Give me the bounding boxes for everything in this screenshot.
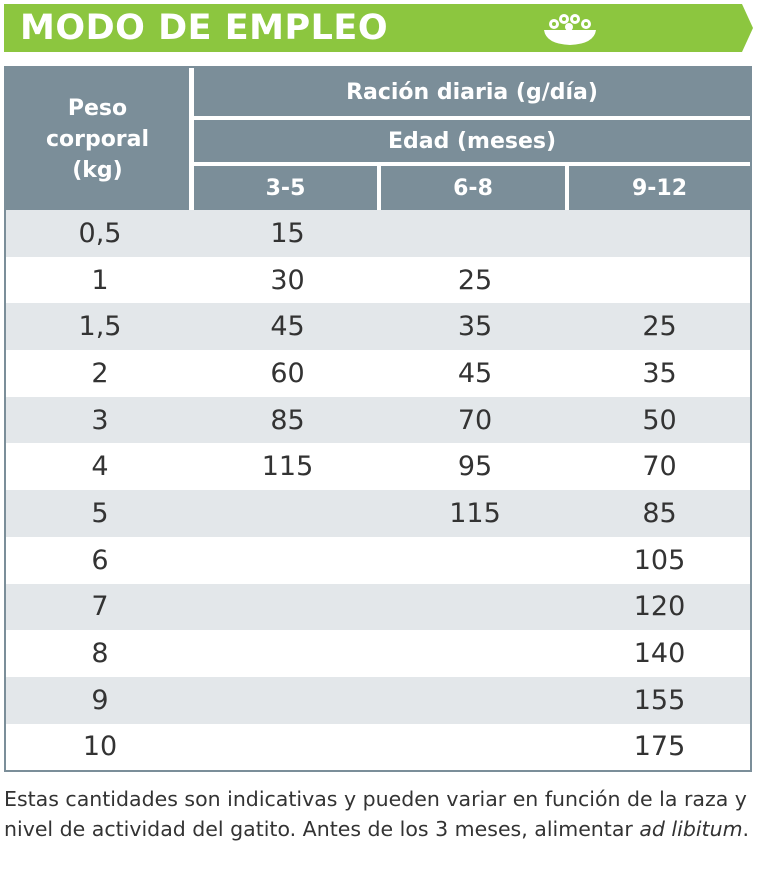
table-row: 6 105 xyxy=(6,537,750,584)
ration-header: Ración diaria (g/día) xyxy=(194,68,750,116)
ration-cell: 45 xyxy=(270,311,305,343)
weight-cell: 1,5 xyxy=(78,311,122,343)
ration-cell: 85 xyxy=(642,497,677,529)
weight-header-line: corporal xyxy=(45,126,150,152)
age-header: Edad (meses) xyxy=(194,120,750,162)
weight-cell: 9 xyxy=(91,684,109,716)
ration-cell: 15 xyxy=(270,217,305,249)
ration-cell: 45 xyxy=(457,357,493,389)
ration-cell xyxy=(381,630,569,677)
age-column-header: 3-5 xyxy=(194,166,377,210)
ration-cell xyxy=(381,210,569,257)
ration-cell: 60 xyxy=(270,357,305,389)
ration-cell xyxy=(194,677,381,724)
ration-cell: 115 xyxy=(449,497,501,529)
ration-cell: 30 xyxy=(270,264,305,296)
table-row: 2 60 45 35 xyxy=(6,350,750,397)
ration-cell: 70 xyxy=(457,404,493,436)
ration-cell xyxy=(569,257,750,304)
ration-cell: 35 xyxy=(642,357,677,389)
ration-cell xyxy=(194,490,381,537)
table-row: 5 115 85 xyxy=(6,490,750,537)
table-row: 3 85 70 50 xyxy=(6,396,750,444)
ration-cell: 95 xyxy=(457,451,493,483)
ration-cell: 50 xyxy=(642,404,677,436)
weight-header-line: (kg) xyxy=(72,157,123,183)
weight-cell: 0,5 xyxy=(78,217,122,249)
section-banner: MODO DE EMPLEO xyxy=(4,4,753,52)
table-row: 8 140 xyxy=(6,630,750,677)
banner-title: MODO DE EMPLEO xyxy=(20,8,389,48)
weight-cell: 6 xyxy=(91,544,109,576)
weight-cell: 5 xyxy=(91,497,109,529)
table-row: 9 155 xyxy=(6,676,750,724)
ration-cell: 35 xyxy=(457,311,493,343)
weight-cell: 2 xyxy=(91,357,109,389)
weight-cell: 10 xyxy=(82,731,118,763)
ration-cell: 175 xyxy=(633,731,686,763)
age-column-header: 9-12 xyxy=(569,166,750,210)
ration-cell xyxy=(381,537,569,584)
ration-cell: 85 xyxy=(270,404,305,436)
weight-cell: 8 xyxy=(91,638,109,670)
table-row: 7 120 xyxy=(6,583,750,631)
ration-cell: 115 xyxy=(261,451,314,483)
ration-cell xyxy=(381,724,569,771)
weight-cell: 7 xyxy=(91,591,109,623)
weight-cell: 4 xyxy=(91,451,109,483)
footnote: Estas cantidades son indicativas y puede… xyxy=(4,784,756,844)
table-body: 0,5 15 1 30 25 1,5 45 35 25 2 60 45 35 3… xyxy=(6,210,750,770)
ration-cell xyxy=(381,584,569,631)
ration-cell: 105 xyxy=(633,544,686,576)
ration-cell xyxy=(194,724,381,771)
ration-cell xyxy=(194,630,381,677)
ration-cell: 25 xyxy=(642,311,677,343)
footnote-text: Estas cantidades son indicativas y puede… xyxy=(4,787,747,841)
footnote-end: . xyxy=(742,817,750,841)
food-bowl-icon xyxy=(544,14,596,45)
age-column-header: 6-8 xyxy=(381,166,565,210)
ration-cell: 155 xyxy=(633,684,686,716)
table-row: 1,5 45 35 25 xyxy=(6,303,750,351)
ration-cell xyxy=(194,537,381,584)
feeding-table: Peso corporal (kg) Ración diaria (g/día)… xyxy=(4,66,752,772)
ration-cell: 70 xyxy=(642,451,677,483)
footnote-italic: ad libitum xyxy=(639,817,743,841)
table-row: 0,5 15 xyxy=(6,210,750,257)
ration-cell xyxy=(381,677,569,724)
table-row: 4 115 95 70 xyxy=(6,443,750,490)
ration-cell: 120 xyxy=(633,591,686,623)
table-row: 1 30 25 xyxy=(6,257,750,304)
ration-cell xyxy=(569,210,750,257)
weight-cell: 3 xyxy=(91,404,109,436)
ration-cell: 140 xyxy=(633,638,686,670)
weight-cell: 1 xyxy=(91,264,109,296)
ration-cell xyxy=(194,584,381,631)
weight-header: Peso corporal (kg) xyxy=(6,68,189,210)
weight-header-line: Peso xyxy=(67,95,128,121)
ration-cell: 25 xyxy=(457,264,493,296)
table-row: 10 175 xyxy=(6,724,750,771)
